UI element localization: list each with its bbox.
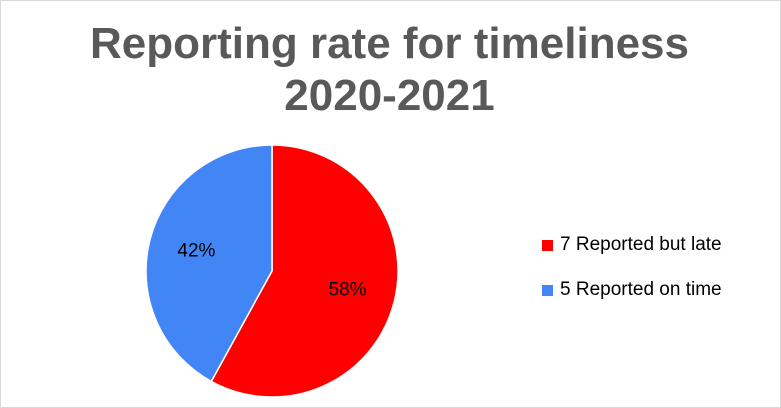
legend-item-reported-but-late: 7 Reported but late bbox=[542, 231, 722, 259]
pie-slices-group bbox=[145, 144, 399, 398]
legend-swatch-blue bbox=[542, 284, 553, 296]
pie-data-labels-group: 58% 42% bbox=[177, 241, 366, 301]
chart-title: Reporting rate for timeliness 2020-2021 bbox=[0, 18, 779, 122]
pie-slice-1 bbox=[145, 144, 273, 383]
chart-title-line-2: 2020-2021 bbox=[284, 71, 495, 120]
pie-data-label-1: 42% bbox=[177, 241, 215, 262]
legend-swatch-red bbox=[542, 239, 553, 251]
chart-title-line-1: Reporting rate for timeliness bbox=[89, 19, 689, 68]
pie-slice-0 bbox=[210, 144, 399, 398]
legend-label: 7 Reported but late bbox=[560, 234, 722, 255]
chart-legend: 7 Reported but late 5 Reported on time bbox=[542, 231, 722, 321]
legend-item-reported-on-time: 5 Reported on time bbox=[542, 276, 722, 304]
legend-label: 5 Reported on time bbox=[560, 279, 722, 300]
pie-data-label-0: 58% bbox=[329, 279, 367, 300]
